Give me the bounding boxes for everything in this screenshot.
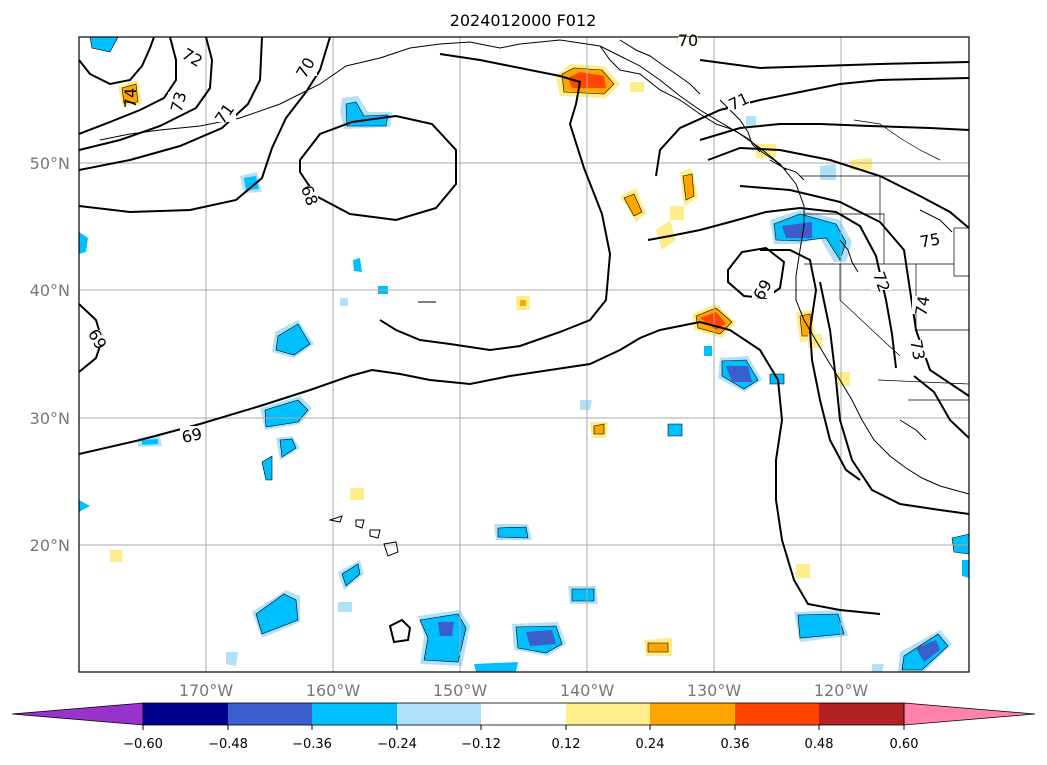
lon-label: 170°W (179, 681, 234, 700)
colorbar-segment (312, 703, 397, 725)
colorbar-segment (481, 703, 566, 725)
colorbar-tick-label: 0.60 (890, 737, 919, 752)
contour-label: 73 (167, 90, 191, 115)
colorbar-segment (819, 703, 904, 725)
colorbar-tick-label: 0.12 (552, 737, 581, 752)
map-background (79, 37, 969, 672)
contour-label: 70 (678, 31, 698, 50)
colorbar: −0.60 −0.48 −0.36 −0.24 −0.12 0.12 0.24 … (11, 702, 1036, 752)
colorbar-tick-label: 0.24 (636, 737, 665, 752)
latitude-labels: 50°N 40°N 30°N 20°N (30, 154, 70, 555)
colorbar-tick-labels: −0.60 −0.48 −0.36 −0.24 −0.12 0.12 0.24 … (123, 737, 918, 752)
colorbar-outline (142, 702, 905, 726)
lat-label: 30°N (30, 409, 70, 428)
colorbar-tick-label: −0.36 (292, 737, 332, 752)
colorbar-ticks (142, 725, 905, 730)
lat-label: 50°N (30, 154, 70, 173)
colorbar-tick-label: −0.12 (461, 737, 501, 752)
lon-label: 150°W (433, 681, 488, 700)
lat-label: 40°N (30, 281, 70, 300)
colorbar-segment (650, 703, 735, 725)
lon-label: 130°W (687, 681, 742, 700)
contour-label: 73 (906, 338, 928, 361)
colorbar-tick-label: 0.36 (721, 737, 750, 752)
colorbar-extend-max (903, 702, 1036, 726)
colorbar-tick-label: −0.60 (123, 737, 163, 752)
colorbar-segment (735, 703, 819, 725)
lon-label: 120°W (814, 681, 869, 700)
lon-label: 160°W (306, 681, 361, 700)
contour-label: 75 (918, 229, 941, 251)
colorbar-segment (397, 703, 481, 725)
colorbar-tick-label: −0.48 (208, 737, 248, 752)
lon-label: 140°W (560, 681, 615, 700)
contour-label: 74 (911, 294, 933, 317)
map-title: 2024012000 F012 (450, 11, 597, 30)
colorbar-tick-label: 0.48 (805, 737, 834, 752)
map-frame (78, 36, 970, 673)
graticule (79, 37, 969, 672)
colorbar-segment (228, 703, 312, 725)
colorbar-segment (566, 703, 650, 725)
contour-label: 74 (121, 88, 140, 108)
colorbar-segment (143, 703, 228, 725)
map-panel: 72 70 73 74 71 68 69 69 69 71 75 72 74 (30, 31, 970, 700)
lat-label: 20°N (30, 536, 70, 555)
colorbar-tick-label: −0.24 (377, 737, 417, 752)
political-borders (800, 119, 969, 401)
contour-label: 69 (180, 424, 204, 447)
colorbar-extend-min (11, 702, 144, 726)
longitude-labels: 170°W 160°W 150°W 140°W 130°W 120°W (179, 681, 869, 700)
negative-anomaly-patches (79, 37, 969, 672)
